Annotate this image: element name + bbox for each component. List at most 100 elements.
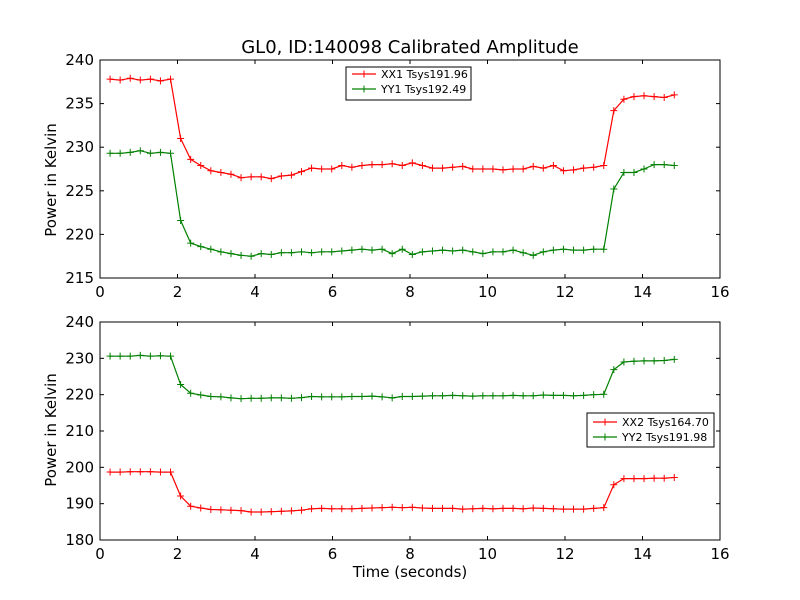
series-yy2-point	[177, 380, 185, 388]
series-yy1-point	[247, 252, 255, 260]
legend-yy2-label: YY2 Tsys191.98	[621, 431, 707, 444]
series-yy1-point	[489, 248, 497, 256]
series-yy2-point	[630, 357, 638, 365]
series-xx1-point	[670, 91, 678, 99]
legend-xx2-label: XX2 Tsys164.70	[622, 416, 709, 429]
top-x-tick-label: 4	[250, 283, 260, 301]
bottom-y-tick-label: 240	[65, 313, 94, 331]
bottom-x-tick-label: 4	[250, 545, 260, 563]
series-xx2-point	[549, 505, 557, 513]
series-xx1-point	[509, 165, 517, 173]
series-yy1-point	[549, 246, 557, 254]
series-xx1-point	[106, 75, 114, 83]
series-xx1-point	[469, 165, 477, 173]
series-xx1-point	[156, 77, 164, 85]
series-yy2-point	[106, 352, 114, 360]
series-yy2-point	[539, 391, 547, 399]
series-xx2-point	[368, 504, 376, 512]
series-yy2-point	[348, 392, 356, 400]
series-yy1-point	[287, 249, 295, 257]
series-yy2-point	[580, 391, 588, 399]
series-yy1-point	[146, 149, 154, 157]
series-xx1-point	[418, 162, 426, 170]
series-yy1-point	[499, 248, 507, 256]
series-yy1-point	[428, 247, 436, 255]
bottom-x-tick-label: 12	[555, 545, 574, 563]
series-xx1-point	[459, 162, 467, 170]
series-yy1-point	[519, 249, 527, 257]
series-yy2-point	[610, 366, 618, 374]
series-yy2-point	[570, 392, 578, 400]
bottom-y-tick-label: 180	[65, 531, 94, 549]
series-xx1-point	[570, 166, 578, 174]
series-xx2-point	[287, 507, 295, 515]
series-yy1-point	[590, 245, 598, 253]
series-yy2-point	[207, 392, 215, 400]
series-yy1-point	[126, 148, 134, 156]
series-xx1-point	[580, 164, 588, 172]
series-xx1-point	[328, 165, 336, 173]
series-yy1-point	[156, 148, 164, 156]
series-xx2-point	[298, 506, 305, 514]
bottom-y-tick-label: 210	[65, 422, 94, 440]
series-xx1-point	[549, 162, 557, 170]
series-yy1-point	[368, 246, 376, 254]
series-yy1-point	[539, 248, 547, 256]
series-xx2-point	[197, 504, 205, 512]
series-yy2-point	[559, 391, 567, 399]
series-yy1-point	[650, 161, 658, 169]
series-yy1-point	[217, 248, 225, 256]
series-yy2-point	[247, 394, 255, 402]
series-yy2-point	[378, 393, 386, 401]
top-y-tick-label: 240	[65, 51, 94, 69]
series-xx1-point	[247, 173, 255, 181]
series-yy1-point	[388, 250, 396, 258]
series-yy1-point	[529, 251, 537, 259]
series-yy2-point	[388, 394, 396, 402]
series-xx2-point	[116, 468, 124, 476]
series-yy1-point	[257, 250, 265, 258]
series-xx1-point	[650, 93, 658, 101]
series-yy2-point	[590, 391, 598, 399]
series-yy1-point	[469, 248, 477, 256]
series-xx1-point	[267, 175, 275, 183]
top-x-tick-label: 2	[173, 283, 183, 301]
series-xx1-point	[398, 162, 406, 170]
series-yy1-point	[600, 245, 608, 253]
legend-yy1-marker	[360, 85, 368, 93]
series-yy2-point	[267, 394, 275, 402]
series-xx2-point	[479, 504, 487, 512]
series-yy2-point	[640, 357, 648, 365]
series-yy2-point	[338, 393, 346, 401]
legend-xx1-label: XX1 Tsys191.96	[381, 68, 468, 81]
series-xx2-point	[338, 505, 346, 513]
series-xx1-point	[590, 163, 598, 171]
series-yy1-point	[509, 246, 517, 254]
series-xx2-point	[237, 507, 245, 515]
series-xx2-point	[378, 504, 386, 512]
chart-title: GL0, ID:140098 Calibrated Amplitude	[241, 37, 579, 58]
series-yy2-point	[469, 392, 477, 400]
series-xx2-point	[207, 505, 215, 513]
series-xx1-point	[449, 163, 457, 171]
bottom-x-tick-label: 8	[405, 545, 415, 563]
series-yy2-point	[277, 394, 285, 402]
series-yy1-point	[479, 250, 487, 258]
bottom-x-tick-label: 2	[173, 545, 183, 563]
series-xx1-point	[660, 93, 668, 101]
series-yy1-point	[660, 161, 668, 169]
series-xx2-point	[459, 505, 467, 513]
bottom-x-tick-label: 16	[710, 545, 729, 563]
series-xx1-point	[308, 164, 316, 172]
top-x-tick-label: 0	[95, 283, 105, 301]
series-xx2-point	[177, 492, 185, 500]
bottom-x-tick-label: 10	[478, 545, 497, 563]
series-yy1-point	[439, 246, 447, 254]
series-xx2-point	[499, 504, 507, 512]
bottom-y-tick-label: 220	[65, 386, 94, 404]
top-x-tick-label: 12	[555, 283, 574, 301]
series-xx1-point	[428, 164, 436, 172]
top-x-tick-label: 8	[405, 283, 415, 301]
series-xx1-point	[479, 165, 487, 173]
series-yy2-point	[519, 392, 527, 400]
